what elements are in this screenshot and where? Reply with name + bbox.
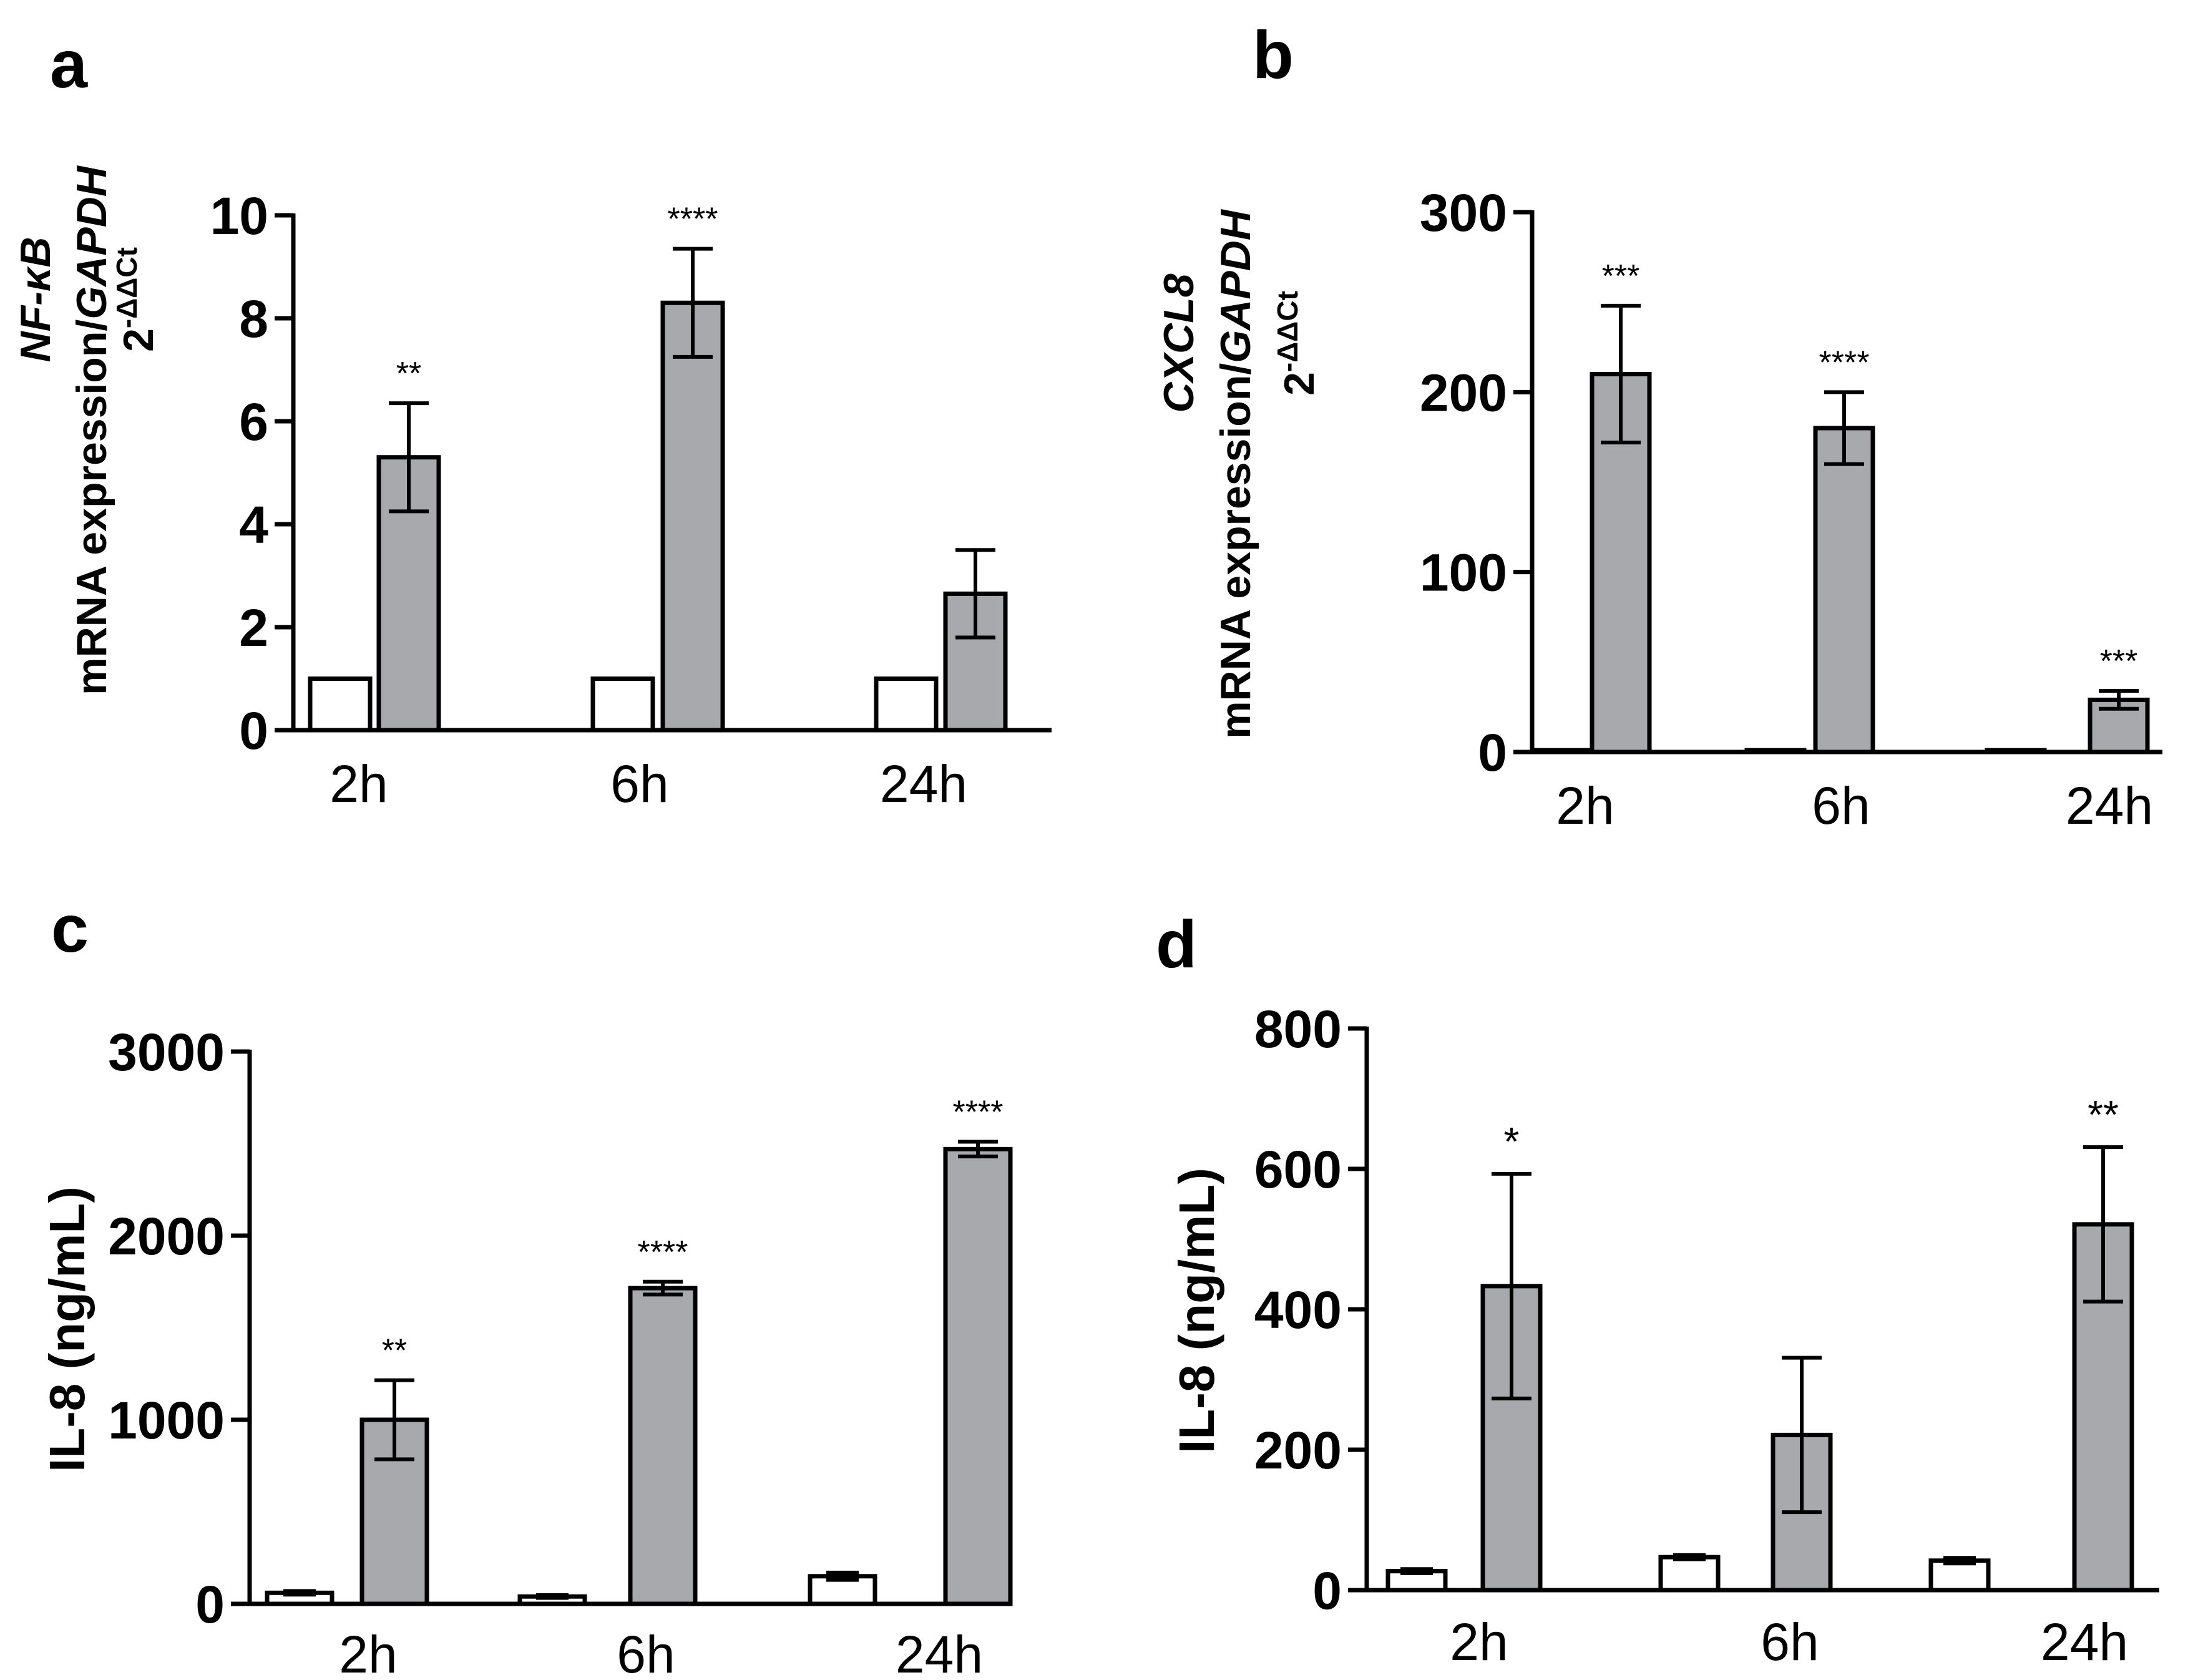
significance-label: * <box>1504 1119 1520 1164</box>
panel-label: c <box>51 891 89 966</box>
error-bar-treated-24h <box>958 1140 998 1159</box>
bar-treated-6h <box>628 1286 698 1606</box>
y-tick-label: 100 <box>1420 544 1507 602</box>
error-bar-treated-6h <box>1824 390 1864 466</box>
y-tick-label: 200 <box>1254 1421 1342 1480</box>
y-axis-label-reference: GAPDH <box>1212 208 1259 363</box>
formula-base: 2 <box>115 328 162 352</box>
chart-panel-c: c ** 2h **** 6h **** 24h 0 1000 2000 3000 IL-8 (ng/… <box>39 891 1013 1680</box>
x-tick-label: 6h <box>1812 776 1870 835</box>
bar-control-24h <box>874 676 939 733</box>
error-bar-control-6h <box>536 1593 569 1600</box>
y-tick-label: 0 <box>1478 723 1507 782</box>
bar-treated-24h <box>943 1146 1013 1606</box>
y-axis-label-formula: 2-ΔΔCt <box>1271 291 1323 396</box>
error-bar-treated-2h <box>374 1378 414 1462</box>
formula-exponent: -ΔΔCt <box>110 247 143 328</box>
significance-label: **** <box>953 1095 1004 1131</box>
y-axis-label-expression: mRNA expression/GAPDH <box>1212 208 1259 739</box>
y-tick-label: 0 <box>1312 1561 1342 1620</box>
y-axis-label-gene: CXCL8 <box>1155 273 1203 413</box>
y-axis-label-formula: 2-ΔΔCt <box>110 247 162 352</box>
x-tick-label: 2h <box>339 1625 397 1680</box>
significance-label: **** <box>1819 344 1870 381</box>
y-tick-label: 0 <box>195 1575 225 1634</box>
y-tick-label: 6 <box>239 393 268 451</box>
y-axis-label-gene: NF-κB <box>12 237 59 363</box>
y-tick-label: 4 <box>239 496 268 554</box>
significance-label: **** <box>638 1234 688 1271</box>
error-bar-treated-2h <box>1492 1171 1531 1400</box>
bar-control-2h <box>308 676 373 733</box>
y-tick-label: 2000 <box>108 1207 225 1266</box>
y-tick-label: 600 <box>1254 1140 1342 1199</box>
significance-label: *** <box>1602 258 1640 295</box>
x-tick-label: 2h <box>1450 1613 1508 1671</box>
y-tick-label: 3000 <box>108 1023 225 1082</box>
y-tick-label: 800 <box>1254 1000 1342 1058</box>
formula-exponent: -ΔΔCt <box>1271 291 1304 372</box>
x-tick-label: 2h <box>1556 776 1614 835</box>
significance-label: ** <box>2088 1092 2119 1137</box>
panel-label: a <box>50 26 88 102</box>
y-tick-label: 8 <box>239 290 268 348</box>
error-bar-treated-24h <box>2099 688 2139 711</box>
error-bar-treated-24h <box>2083 1145 2123 1304</box>
bar-treated-6h <box>1813 426 1875 755</box>
error-bar-treated-2h <box>1601 303 1641 445</box>
y-tick-label: 10 <box>210 187 268 245</box>
error-bar-treated-2h <box>389 401 429 514</box>
x-tick-label: 2h <box>330 755 388 813</box>
x-tick-label: 24h <box>880 755 967 813</box>
y-tick-label: 1000 <box>108 1391 225 1450</box>
y-tick-label: 200 <box>1420 363 1507 422</box>
bar-treated-6h <box>660 300 725 733</box>
x-tick-label: 24h <box>2066 776 2153 835</box>
y-axis-label: IL-8 (ng/mL) <box>39 1186 95 1472</box>
x-tick-label: 6h <box>617 1625 675 1680</box>
y-axis-label-expression: mRNA expression/GAPDH <box>68 165 115 695</box>
significance-label: ** <box>382 1333 407 1369</box>
error-bar-treated-6h <box>643 1279 683 1297</box>
y-tick-label: 300 <box>1420 183 1507 242</box>
error-bar-control-24h <box>826 1570 859 1582</box>
error-bar-control-6h <box>1673 1553 1706 1561</box>
bar-control-24h <box>1928 1558 1991 1593</box>
x-tick-label: 24h <box>896 1625 983 1680</box>
significance-label: *** <box>2100 643 2138 680</box>
bar-control-6h <box>590 676 655 733</box>
y-axis-label-reference: GAPDH <box>68 165 115 319</box>
error-bar-control-2h <box>283 1589 316 1597</box>
error-bar-treated-24h <box>955 548 995 640</box>
y-axis-label: IL-8 (ng/mL) <box>1169 1168 1224 1453</box>
chart-panel-d: d * 2h 6h ** 24h 0 200 400 600 800 IL-8 (ng/mL) <box>1156 906 2159 1671</box>
x-tick-label: 6h <box>1761 1613 1819 1671</box>
panel-label: d <box>1156 906 1197 982</box>
formula-base: 2 <box>1276 372 1323 396</box>
error-bar-treated-6h <box>673 247 713 359</box>
y-tick-label: 400 <box>1254 1281 1342 1339</box>
y-tick-label: 2 <box>239 598 268 657</box>
bar-control-6h <box>1658 1555 1721 1593</box>
y-axis-label-main: mRNA expression/ <box>68 320 115 695</box>
error-bar-control-24h <box>1943 1556 1976 1566</box>
significance-label: **** <box>668 202 718 238</box>
error-bar-control-2h <box>1400 1567 1433 1575</box>
y-tick-label: 0 <box>239 701 268 760</box>
error-bar-treated-6h <box>1782 1355 1822 1515</box>
panel-label: b <box>1253 17 1294 92</box>
y-axis-label-main: mRNA expression/ <box>1212 363 1259 739</box>
x-tick-label: 6h <box>610 755 668 813</box>
x-tick-label: 24h <box>2041 1613 2128 1671</box>
significance-label: ** <box>396 356 421 392</box>
